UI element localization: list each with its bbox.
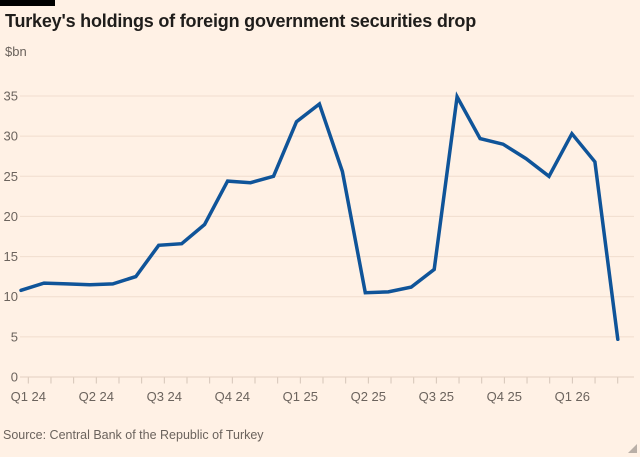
data-line-series	[19, 91, 620, 342]
y-axis-unit-label: $bn	[5, 44, 27, 59]
x-tick-label: Q1 24	[11, 389, 46, 404]
x-tick-label: Q4 25	[487, 389, 522, 404]
x-tick-label: Q2 24	[79, 389, 114, 404]
brand-bar	[0, 0, 55, 6]
y-tick-label: 35	[4, 89, 18, 104]
y-tick-label: 30	[4, 129, 18, 144]
y-tick-label: 5	[11, 329, 18, 344]
y-tick-label: 0	[11, 370, 18, 385]
chart-title: Turkey's holdings of foreign government …	[5, 11, 477, 31]
x-tick-label: Q2 25	[351, 389, 386, 404]
x-tick-label: Q4 24	[215, 389, 250, 404]
x-tick-label: Q1 26	[555, 389, 590, 404]
y-tick-label: 25	[4, 169, 18, 184]
resize-grip-icon[interactable]	[628, 444, 637, 453]
x-tick-label: Q3 24	[147, 389, 182, 404]
y-tick-label: 20	[4, 209, 18, 224]
x-tick-label: Q3 25	[419, 389, 454, 404]
y-tick-label: 15	[4, 249, 18, 264]
y-tick-label: 10	[4, 289, 18, 304]
x-tick-label: Q1 25	[283, 389, 318, 404]
source-caption: Source: Central Bank of the Republic of …	[3, 428, 264, 442]
